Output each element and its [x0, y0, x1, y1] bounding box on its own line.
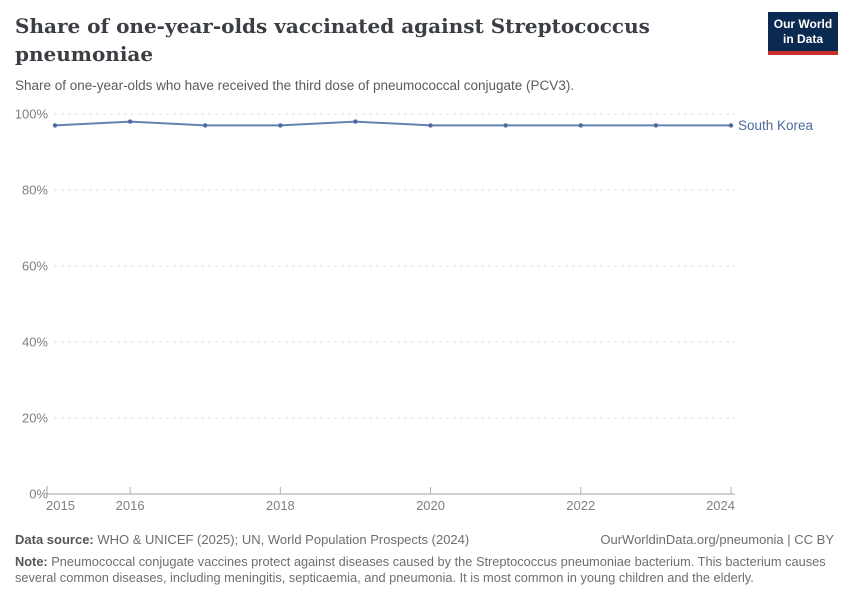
- owid-logo: Our World in Data: [768, 12, 838, 55]
- data-point-2024: [728, 123, 734, 128]
- line-chart: 0% 20% 40% 60% 80% 100% 2015 2016 2018 2020 2022 20…: [15, 107, 814, 514]
- data-point-2018: [278, 123, 283, 128]
- ytick-label-100: 100%: [15, 107, 49, 122]
- chart-footer: Data source: WHO & UNICEF (2025); UN, Wo…: [15, 531, 834, 587]
- data-point-2022: [578, 123, 583, 128]
- sources-row: Data source: WHO & UNICEF (2025); UN, Wo…: [15, 531, 834, 549]
- xtick-label-2022: 2022: [566, 498, 595, 513]
- xtick-label-2020: 2020: [416, 498, 445, 513]
- owid-logo-line1: Our World: [773, 17, 833, 31]
- ytick-label-0: 0%: [29, 487, 48, 502]
- data-source-text: WHO & UNICEF (2025); UN, World Populatio…: [97, 532, 470, 547]
- ytick-label-20: 20%: [22, 411, 48, 426]
- data-source: Data source: WHO & UNICEF (2025); UN, Wo…: [15, 531, 469, 549]
- xtick-label-2016: 2016: [116, 498, 145, 513]
- data-source-label: Data source:: [15, 532, 94, 547]
- footer-rights[interactable]: OurWorldinData.org/pneumonia | CC BY: [600, 532, 834, 547]
- footer-note-text: Pneumococcal conjugate vaccines protect …: [15, 553, 826, 586]
- data-point-2023: [653, 123, 659, 128]
- data-point-2016: [127, 119, 133, 124]
- xtick-label-2024: 2024: [706, 498, 735, 513]
- chart-header: Share of one-year-olds vaccinated agains…: [15, 12, 750, 95]
- data-point-2020: [428, 123, 433, 128]
- data-point-2021: [503, 123, 508, 128]
- data-point-2017: [203, 123, 208, 128]
- chart-subtitle: Share of one-year-olds who have received…: [15, 78, 575, 93]
- plot-area: 0% 20% 40% 60% 80% 100% 2015 2016 2018 2020 2022 20…: [0, 100, 850, 520]
- chart-title: Share of one-year-olds vaccinated agains…: [15, 14, 650, 66]
- ytick-label-80: 80%: [22, 183, 48, 198]
- owid-logo-line2: in Data: [782, 32, 823, 46]
- data-point-2015: [52, 123, 58, 128]
- footer-note-label: Note:: [15, 553, 48, 569]
- series-label: South Korea: [738, 118, 814, 133]
- footer-note: Note: Pneumococcal conjugate vaccines pr…: [15, 554, 834, 588]
- ytick-label-40: 40%: [22, 335, 48, 350]
- ytick-label-60: 60%: [22, 259, 48, 274]
- xtick-label-2018: 2018: [266, 498, 295, 513]
- xtick-label-2015: 2015: [46, 498, 75, 513]
- series-line-south-korea: [54, 120, 732, 127]
- data-point-2019: [353, 119, 358, 124]
